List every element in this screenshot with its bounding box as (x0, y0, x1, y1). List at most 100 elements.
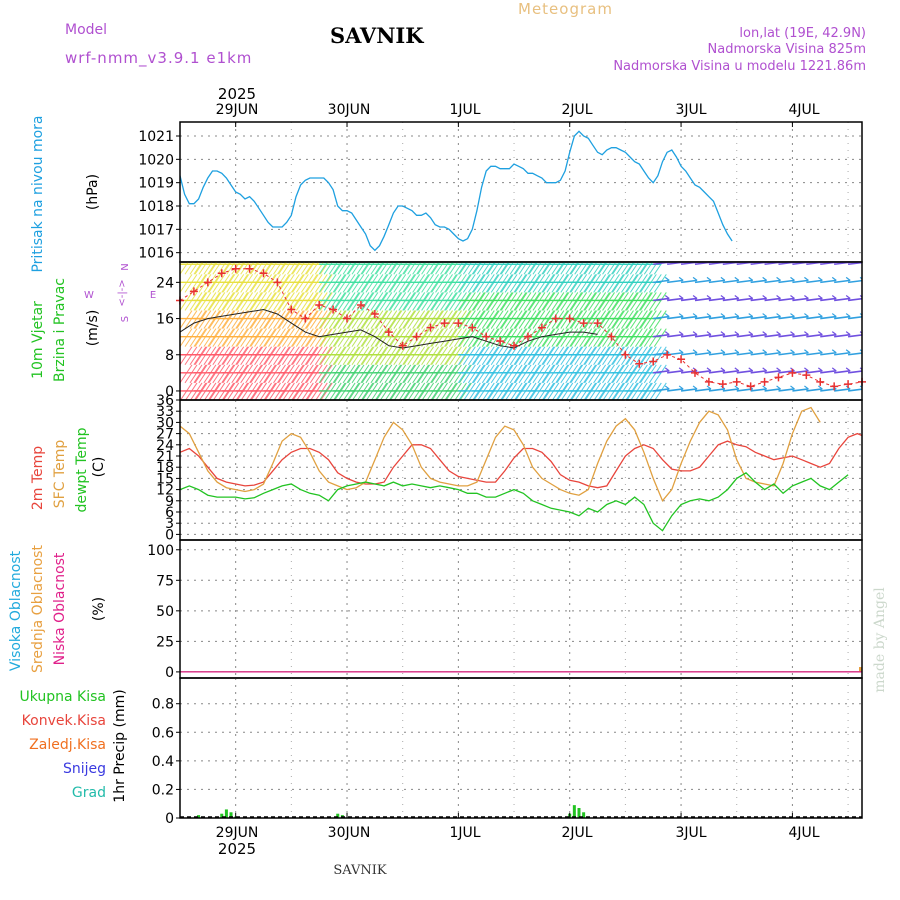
wind-barb (588, 262, 598, 275)
clouds-ytick-label: 100 (147, 543, 174, 559)
wind-barb (389, 346, 403, 366)
wind-barb-tip (831, 313, 837, 318)
wind-barb (560, 274, 574, 293)
wind-barb (611, 364, 624, 384)
wind-barb (481, 346, 495, 366)
wind-barb (454, 382, 467, 400)
wind-barb (560, 382, 574, 400)
wind-barb (454, 310, 467, 329)
wind-barb (198, 292, 212, 311)
wind-barb (203, 274, 217, 293)
wind-barb (792, 333, 809, 338)
wind-barb (462, 364, 476, 384)
wind-barb-tip (664, 367, 670, 372)
wind-barb (537, 382, 551, 400)
wind-barb (431, 274, 445, 293)
wind-barb (431, 346, 445, 366)
wind-barb (430, 262, 440, 275)
wind-barb (231, 346, 245, 366)
wind-barb (290, 292, 304, 311)
wind-barb-tip (776, 385, 781, 390)
wind-barb (407, 292, 421, 311)
wind-barb (193, 328, 207, 347)
wind-barb (365, 382, 379, 400)
wind-barb (583, 328, 597, 347)
wind-barb (292, 364, 305, 384)
wind-barb (485, 292, 499, 311)
wind-barb (212, 328, 226, 347)
wind-barb-tip (859, 313, 862, 316)
wind-barb-tip (776, 331, 781, 336)
wind-barb (509, 262, 519, 275)
altitude-label: Nadmorska Visina 825m (708, 42, 867, 57)
wind-barb (290, 274, 304, 293)
wind-barb (203, 262, 213, 275)
wind-barb (319, 292, 333, 311)
wind-barb (750, 370, 767, 374)
temperature-ytick-label: 36 (156, 393, 174, 409)
wind-barb (356, 364, 370, 384)
wind-barb (430, 274, 443, 293)
wind-barb (240, 262, 250, 275)
wind-barb (806, 315, 823, 320)
wind-barb (574, 382, 588, 400)
wind-barb (616, 328, 629, 347)
wind-barb (487, 382, 500, 400)
wind-barb (287, 292, 300, 311)
wind-barb (490, 310, 504, 329)
wind-ytick-label: 24 (156, 275, 174, 291)
wind-barb (653, 333, 670, 338)
wind-barb (273, 346, 286, 366)
wind-barb (486, 382, 499, 400)
wind-barb-tip (762, 367, 768, 372)
wind-barb (616, 364, 629, 384)
wind-barb (593, 310, 607, 329)
wind-barb (444, 292, 457, 311)
wind-barb (509, 274, 523, 293)
wind-barb (384, 328, 398, 347)
wind-barb (323, 364, 337, 384)
wind-barb (235, 292, 249, 311)
wind-barb (226, 292, 240, 311)
temperature-ytick-label: 9 (165, 494, 174, 510)
precip-ytick-label: 0 (165, 811, 174, 827)
wind-barb (457, 364, 471, 384)
wind-barb (250, 382, 264, 400)
wind-barb (513, 364, 527, 384)
precip-ytick-label: 0.4 (152, 754, 174, 770)
wind-barb (235, 328, 249, 347)
wind-barb (236, 328, 250, 347)
wind-barb (560, 262, 570, 275)
wind-barb (231, 262, 241, 275)
wind-barb (612, 382, 625, 400)
wind-barb (407, 346, 421, 366)
wind-barb (240, 274, 254, 293)
compass-e: E (150, 290, 156, 301)
wind-barb-tip (776, 276, 781, 281)
wind-barb (393, 328, 407, 347)
wind-barb (212, 292, 226, 311)
wind-barb (263, 364, 276, 384)
wind-barb (541, 310, 555, 329)
wind-barb (639, 274, 653, 293)
wind-barb (250, 346, 264, 366)
wind-barb (328, 346, 342, 366)
wind-barb (445, 292, 458, 311)
wind-barb (250, 364, 264, 384)
wind-barb-tip (720, 349, 726, 354)
wind-barb (226, 346, 240, 366)
wind-barb (226, 328, 240, 347)
wind-barb (597, 364, 610, 384)
wind-barb (722, 351, 739, 356)
wind-barb (388, 328, 402, 347)
wind-ytick-label: 8 (165, 348, 174, 364)
wind-barb (421, 292, 435, 311)
wind-barb-tip (790, 294, 795, 299)
wind-barb-tip (859, 331, 862, 334)
wind-barb (319, 364, 333, 384)
wind-barb (384, 310, 398, 329)
wind-barb (736, 351, 753, 356)
wind-barb (426, 274, 440, 293)
wind-barb (476, 310, 490, 329)
wind-barb-tip (845, 349, 851, 354)
